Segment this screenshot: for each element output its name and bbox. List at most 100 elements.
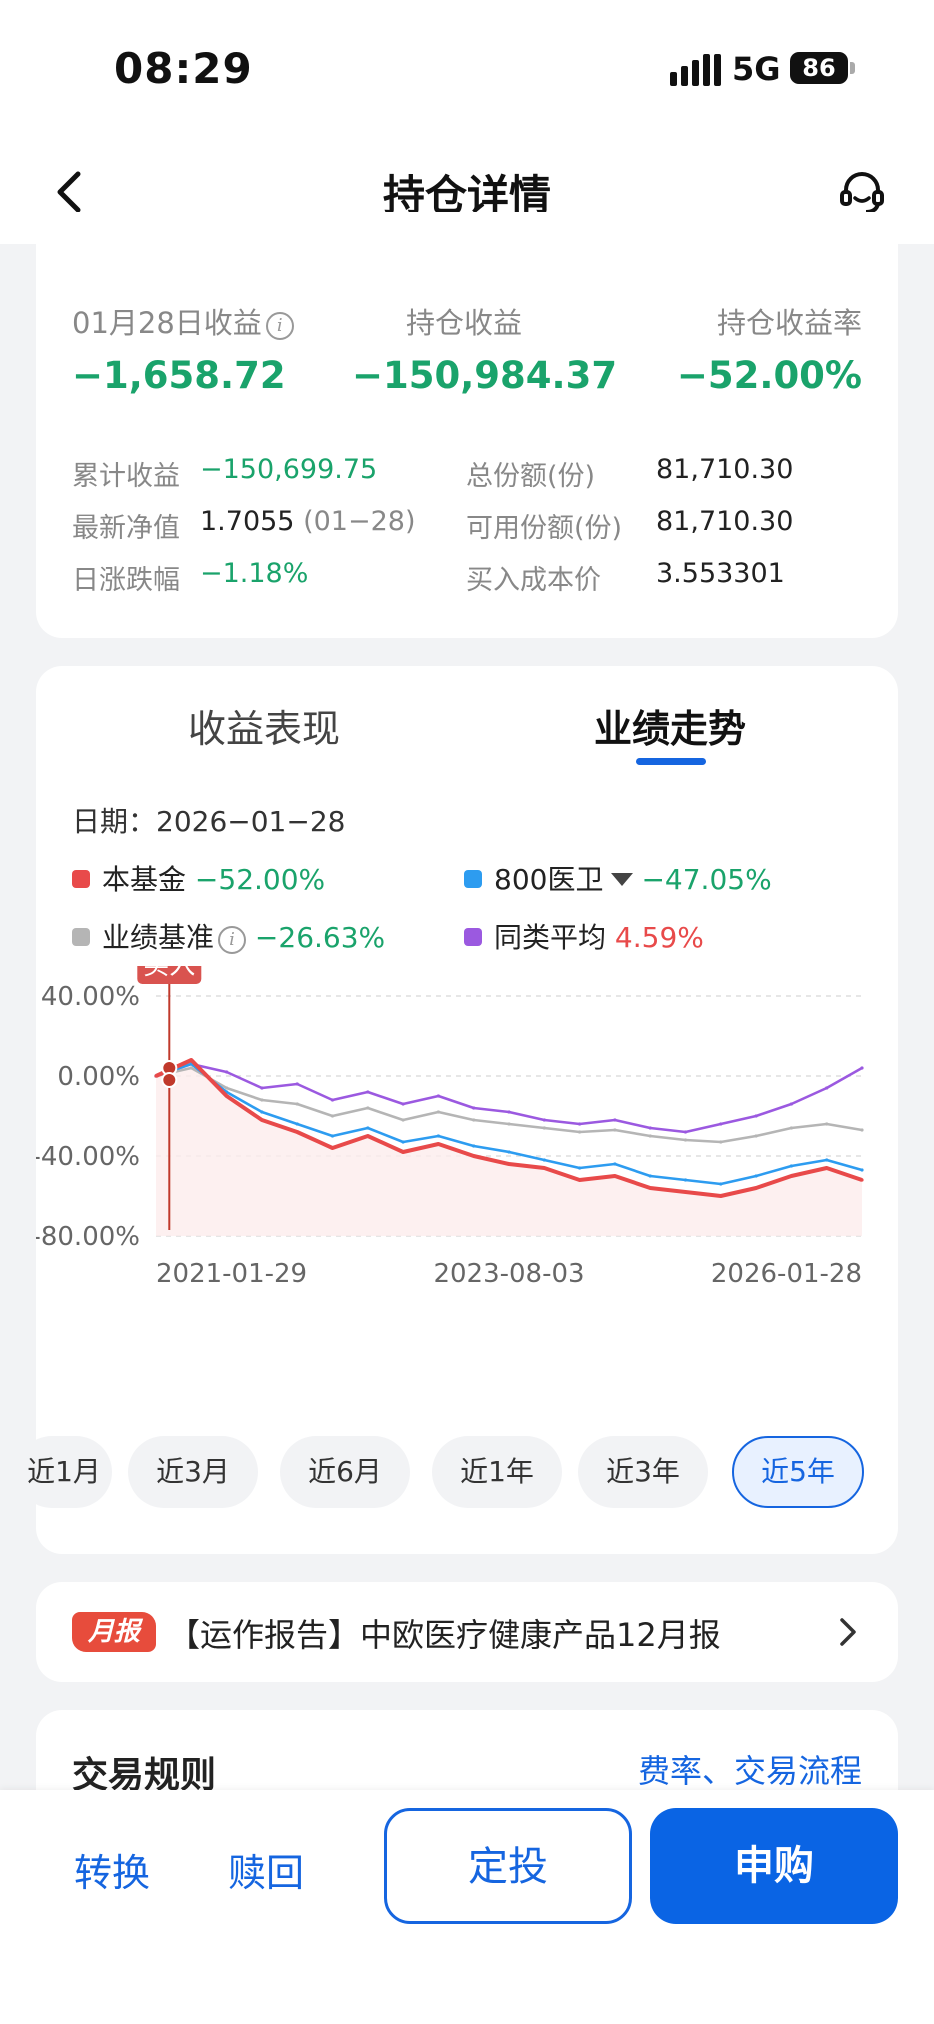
- customer-service-icon[interactable]: [838, 168, 886, 216]
- hold-rate-label: 持仓收益率: [716, 306, 862, 340]
- data-point: [578, 1130, 582, 1134]
- stat-value: 81,710.30: [656, 454, 794, 485]
- legend-swatch: [464, 870, 482, 888]
- data-point: [260, 1098, 264, 1102]
- data-point: [789, 1126, 794, 1130]
- data-point: [648, 1126, 652, 1130]
- data-point: [542, 1158, 546, 1162]
- data-point: [507, 1110, 511, 1114]
- chart-date: 日期：2026−01−28: [72, 805, 346, 838]
- period-6m[interactable]: 近6月: [280, 1436, 410, 1508]
- data-point: [401, 1118, 405, 1122]
- data-point: [507, 1162, 511, 1166]
- legend-item-peer-average[interactable]: 同类平均 4.59%: [464, 916, 704, 956]
- data-point: [366, 1134, 370, 1138]
- data-point: [825, 1158, 829, 1162]
- data-point: [225, 1070, 229, 1074]
- network-type: 5G: [732, 50, 781, 88]
- data-point: [789, 1102, 794, 1106]
- signal-icon: [670, 54, 721, 86]
- report-title[interactable]: 【运作报告】中欧医疗健康产品12月报: [168, 1616, 721, 1654]
- legend-item-benchmark[interactable]: 业绩基准 i −26.63%: [72, 916, 385, 956]
- data-point: [578, 1166, 582, 1170]
- info-icon[interactable]: i: [265, 312, 294, 340]
- data-point: [683, 1190, 688, 1194]
- data-point: [542, 1118, 546, 1122]
- stat-label: 日涨跌幅: [72, 565, 180, 596]
- buy-point: [161, 1072, 178, 1088]
- data-point: [860, 1128, 864, 1132]
- active-tab-indicator: [636, 758, 706, 765]
- data-point: [366, 1106, 370, 1110]
- data-point: [683, 1130, 688, 1134]
- data-point: [825, 1166, 829, 1170]
- legend-item-fund[interactable]: 本基金 −52.00%: [72, 858, 325, 898]
- data-point: [330, 1146, 335, 1150]
- legend-swatch: [72, 870, 90, 888]
- y-tick-label: -40.00%: [36, 1142, 140, 1172]
- data-point: [330, 1098, 335, 1102]
- legend-item-index[interactable]: 800医卫 −47.05%: [464, 858, 772, 898]
- performance-line-chart[interactable]: 40.00% 0.00% -40.00% -80.00% 2021-01-29 2023-…: [36, 966, 898, 1296]
- stat-label: 最新净值: [72, 513, 180, 544]
- data-point: [436, 1134, 440, 1138]
- data-point: [860, 1178, 864, 1182]
- data-point: [260, 1118, 264, 1122]
- data-point: [542, 1126, 546, 1130]
- hold-gain-label: 持仓收益: [406, 306, 523, 340]
- data-point: [436, 1094, 440, 1098]
- data-point: [260, 1110, 264, 1114]
- monthly-report-tag: 月报: [72, 1612, 156, 1652]
- data-point: [225, 1094, 229, 1098]
- period-5y[interactable]: 近5年: [732, 1436, 864, 1508]
- data-point: [507, 1122, 511, 1126]
- battery-icon: 86: [790, 52, 848, 84]
- data-point: [683, 1138, 688, 1142]
- buy-button[interactable]: 申购: [650, 1808, 898, 1924]
- data-point: [189, 1058, 193, 1062]
- data-point: [578, 1122, 582, 1126]
- chevron-right-icon[interactable]: [838, 1616, 858, 1648]
- data-point: [648, 1134, 652, 1138]
- data-point: [789, 1164, 794, 1168]
- data-point: [401, 1150, 405, 1154]
- buy-marker-label: 买入: [143, 966, 195, 981]
- data-point: [295, 1122, 299, 1126]
- dropdown-triangle-icon[interactable]: [611, 873, 634, 886]
- data-point: [613, 1174, 617, 1178]
- back-arrow-icon[interactable]: [50, 168, 90, 216]
- data-point: [719, 1122, 723, 1126]
- x-tick-label: 2026-01-28: [711, 1259, 862, 1289]
- x-tick-label: 2023-08-03: [433, 1259, 584, 1289]
- report-banner[interactable]: 月报 【运作报告】中欧医疗健康产品12月报: [36, 1582, 898, 1682]
- buy-marker-badge[interactable]: [137, 966, 202, 984]
- data-point: [825, 1122, 829, 1126]
- redeem-button[interactable]: 赎回: [228, 1851, 305, 1895]
- data-point: [366, 1126, 370, 1130]
- stat-value: −150,699.75: [200, 454, 378, 485]
- data-point: [719, 1182, 723, 1186]
- convert-button[interactable]: 转换: [74, 1851, 151, 1895]
- data-point: [295, 1102, 299, 1106]
- data-point: [719, 1194, 723, 1198]
- stat-value: 3.553301: [656, 558, 785, 589]
- tab-trend[interactable]: 业绩走势: [594, 707, 747, 751]
- data-point: [648, 1186, 652, 1190]
- data-point: [330, 1114, 335, 1118]
- sip-button[interactable]: 定投: [384, 1808, 632, 1924]
- tab-returns[interactable]: 收益表现: [188, 707, 341, 751]
- period-1y[interactable]: 近1年: [432, 1436, 562, 1508]
- data-point: [472, 1118, 476, 1122]
- fee-process-link[interactable]: 费率、交易流程: [637, 1752, 862, 1790]
- info-icon[interactable]: i: [218, 926, 247, 954]
- legend-swatch: [72, 928, 90, 946]
- stat-label: 总份额(份): [466, 461, 596, 492]
- data-point: [860, 1168, 864, 1172]
- data-point: [225, 1086, 229, 1090]
- stat-label: 累计收益: [72, 461, 180, 492]
- data-point: [401, 1102, 405, 1106]
- period-3m[interactable]: 近3月: [128, 1436, 258, 1508]
- period-1m[interactable]: 近1月: [16, 1436, 112, 1508]
- period-3y[interactable]: 近3年: [578, 1436, 708, 1508]
- hold-gain-value: −150,984.37: [352, 354, 618, 397]
